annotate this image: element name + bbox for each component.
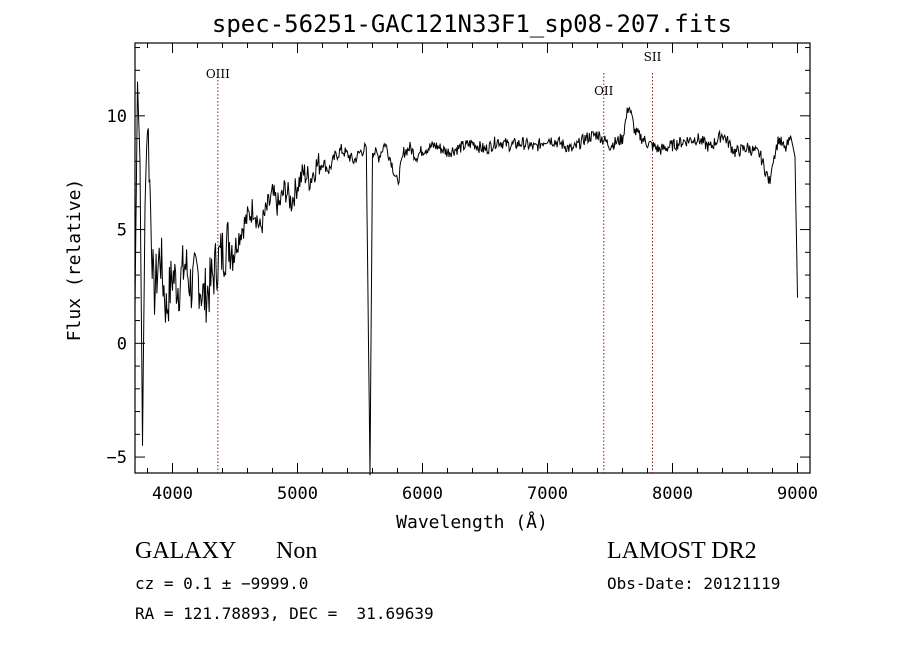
x-tick-label: 4000 — [152, 484, 193, 504]
spectrum-line — [134, 81, 798, 476]
y-tick-label: 0 — [117, 334, 127, 354]
y-tick-label: 10 — [107, 107, 127, 127]
annotation-label: OII — [594, 84, 614, 98]
annotation-label: OIII — [206, 67, 230, 81]
line-markers: OIII OII SII — [206, 50, 662, 473]
y-axis-label: Flux (relative) — [64, 179, 85, 342]
x-tick-label: 5000 — [277, 484, 318, 504]
flux-series — [134, 81, 798, 476]
object-class: GALAXY — [135, 538, 237, 564]
x-axis-label: Wavelength (Å) — [396, 511, 548, 533]
redshift-readout: cz = 0.1 ± −9999.0 — [135, 574, 309, 593]
plot-frame — [134, 42, 811, 474]
coordinates-readout: RA = 121.78893, DEC = 31.69639 — [135, 604, 434, 623]
x-tick-label: 9000 — [777, 484, 818, 504]
y-tick-label: −5 — [107, 448, 127, 468]
annotation-label: SII — [644, 50, 662, 64]
object-subclass: Non — [276, 538, 318, 564]
x-tick-label: 6000 — [402, 484, 443, 504]
axis-ticks — [135, 43, 810, 473]
chart-title: spec-56251-GAC121N33F1_sp08-207.fits — [212, 10, 732, 38]
survey-name: LAMOST DR2 — [607, 538, 757, 564]
observation-date: Obs-Date: 20121119 — [607, 574, 781, 593]
axis-tick-labels: 4000 5000 6000 7000 8000 9000 −5 0 5 10 — [107, 107, 818, 504]
x-tick-label: 8000 — [652, 484, 693, 504]
x-tick-label: 7000 — [527, 484, 568, 504]
y-tick-label: 5 — [117, 221, 127, 241]
